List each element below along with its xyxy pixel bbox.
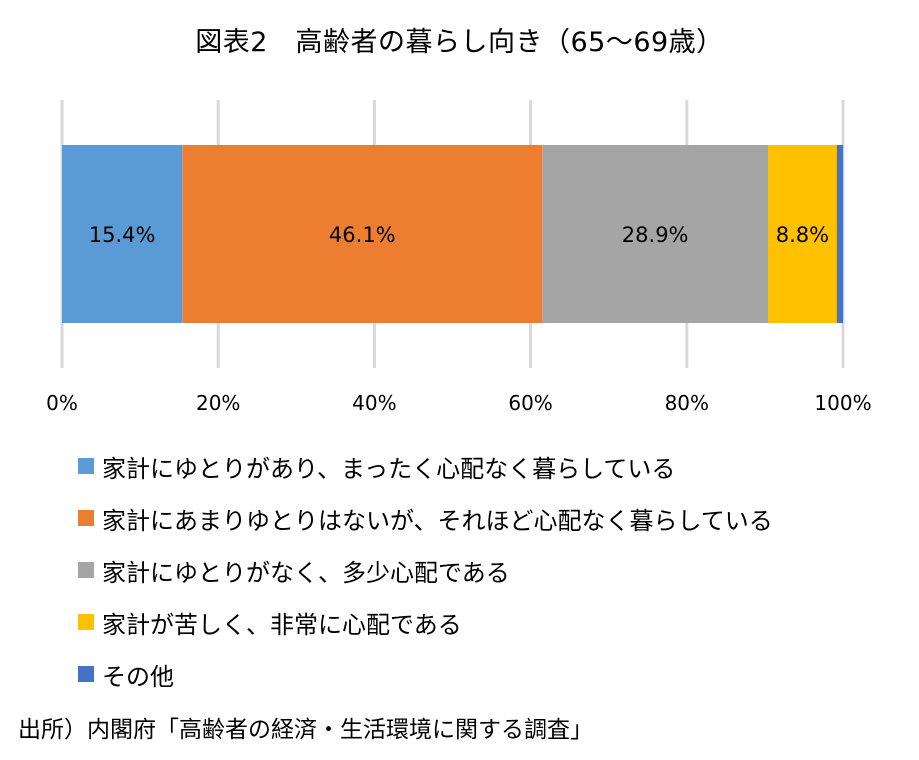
data-label-1: 15.4% <box>89 223 156 247</box>
legend-swatch <box>78 458 94 474</box>
data-labels: 15.4% 46.1% 28.9% 8.8% <box>89 223 829 247</box>
legend-item-5: その他 <box>78 648 773 700</box>
data-label-4: 8.8% <box>776 223 829 247</box>
x-tick-label: 60% <box>508 391 552 415</box>
legend-item-2: 家計にあまりゆとりはないが、それほど心配なく暮らしている <box>78 492 773 544</box>
legend-swatch <box>78 510 94 526</box>
legend-swatch <box>78 614 94 630</box>
x-tick-label: 100% <box>814 391 871 415</box>
source-note: 出所）内閣府「高齢者の経済・生活環境に関する調査」 <box>18 717 593 743</box>
bar-segment-4 <box>768 145 837 323</box>
x-axis-ticks: 0% 20% 40% 60% 80% 100% <box>46 391 871 415</box>
bar-segment-1 <box>62 145 183 323</box>
legend-swatch <box>78 666 94 682</box>
legend-item-3: 家計にゆとりがなく、多少心配である <box>78 544 773 596</box>
legend: 家計にゆとりがあり、まったく心配なく暮らしている家計にあまりゆとりはないが、それ… <box>78 440 773 700</box>
bar-segment-5 <box>836 145 843 323</box>
x-tick-label: 20% <box>196 391 240 415</box>
x-tick-label: 0% <box>46 391 78 415</box>
bar-segment-3 <box>542 145 769 323</box>
legend-item-1: 家計にゆとりがあり、まったく心配なく暮らしている <box>78 440 773 492</box>
legend-label: 家計にゆとりがあり、まったく心配なく暮らしている <box>102 454 676 483</box>
legend-swatch <box>78 562 94 578</box>
legend-label: 家計にあまりゆとりはないが、それほど心配なく暮らしている <box>102 506 773 535</box>
data-label-2: 46.1% <box>329 223 396 247</box>
x-tick-label: 40% <box>352 391 396 415</box>
chart-title: 図表2 高齢者の暮らし向き（65～69歳） <box>195 27 724 58</box>
bar-segments <box>62 145 843 323</box>
bar-segment-2 <box>182 145 543 323</box>
legend-item-4: 家計が苦しく、非常に心配である <box>78 596 773 648</box>
legend-label: 家計にゆとりがなく、多少心配である <box>102 558 510 587</box>
x-tick-label: 80% <box>665 391 709 415</box>
stacked-bar-chart: 15.4% 46.1% 28.9% 8.8% 0% 20% 40% 60% 80% 100% <box>46 100 872 415</box>
legend-label: その他 <box>102 662 174 691</box>
legend-label: 家計が苦しく、非常に心配である <box>102 610 462 639</box>
data-label-3: 28.9% <box>622 223 689 247</box>
